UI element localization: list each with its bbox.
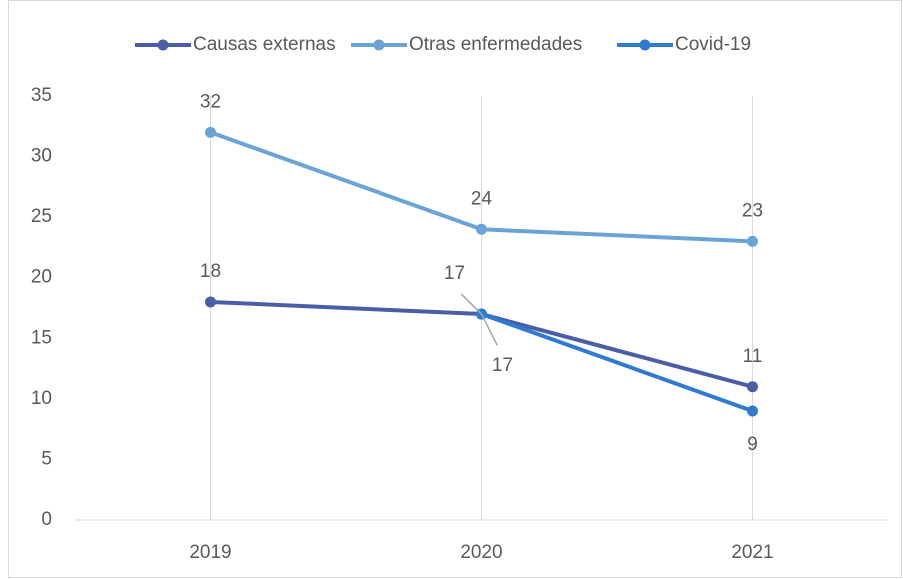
legend-marker <box>373 39 385 51</box>
data-label: 11 <box>743 346 763 367</box>
y-tick-label: 15 <box>31 327 52 348</box>
leader-line <box>480 313 498 346</box>
data-label: 17 <box>492 355 513 376</box>
point <box>747 235 758 247</box>
y-tick-label: 25 <box>31 206 52 227</box>
y-tick-label: 35 <box>31 85 52 106</box>
legend-marker <box>157 39 169 51</box>
legend-label: Otras enfermedades <box>409 34 582 55</box>
y-tick-label: 0 <box>41 509 52 530</box>
legend-label: Covid-19 <box>675 34 751 55</box>
data-label: 32 <box>200 91 221 112</box>
x-tick-label: 2021 <box>731 542 773 563</box>
y-tick-label: 5 <box>41 448 52 469</box>
point <box>205 296 216 308</box>
y-tick-label: 20 <box>31 267 52 288</box>
x-tick-label: 2020 <box>460 542 502 563</box>
data-label: 17 <box>444 263 465 284</box>
x-tick-label: 2019 <box>189 542 231 563</box>
y-tick-label: 10 <box>31 388 52 409</box>
legend-label: Causas externas <box>193 34 336 55</box>
point <box>747 381 758 393</box>
data-label: 23 <box>742 200 763 221</box>
y-tick-label: 30 <box>31 146 52 167</box>
leader-line <box>460 293 483 315</box>
data-label: 24 <box>471 188 493 209</box>
data-label: 18 <box>200 261 221 282</box>
point <box>205 126 216 138</box>
data-label: 9 <box>747 434 758 455</box>
point <box>747 405 758 417</box>
legend-marker <box>639 39 651 51</box>
point <box>476 223 487 235</box>
series-line <box>480 312 754 413</box>
chart-border <box>8 0 902 578</box>
